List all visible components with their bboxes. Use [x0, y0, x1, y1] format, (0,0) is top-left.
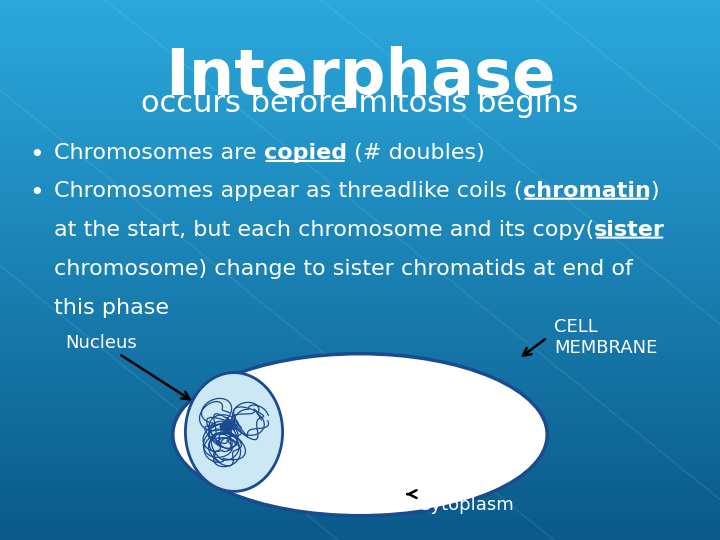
Text: occurs before mitosis begins: occurs before mitosis begins	[141, 89, 579, 118]
Text: CELL
MEMBRANE: CELL MEMBRANE	[554, 318, 658, 357]
Text: Nucleus: Nucleus	[65, 334, 137, 352]
Text: this phase: this phase	[54, 298, 169, 318]
Text: sister: sister	[594, 220, 665, 240]
Text: •: •	[29, 143, 43, 167]
Text: Cytoplasm: Cytoplasm	[418, 496, 513, 514]
Circle shape	[220, 422, 233, 431]
Text: chromatin: chromatin	[523, 181, 650, 201]
Text: ): )	[650, 181, 659, 201]
Text: •: •	[29, 181, 43, 205]
Ellipse shape	[173, 354, 547, 516]
Text: Chromosomes are: Chromosomes are	[54, 143, 264, 163]
Text: chromosome) change to sister chromatids at end of: chromosome) change to sister chromatids …	[54, 259, 633, 279]
Text: copied: copied	[264, 143, 347, 163]
Text: (# doubles): (# doubles)	[347, 143, 485, 163]
Ellipse shape	[186, 373, 283, 491]
Text: Chromosomes appear as threadlike coils (: Chromosomes appear as threadlike coils (	[54, 181, 523, 201]
Text: Interphase: Interphase	[165, 46, 555, 108]
Text: at the start, but each chromosome and its copy(: at the start, but each chromosome and it…	[54, 220, 594, 240]
